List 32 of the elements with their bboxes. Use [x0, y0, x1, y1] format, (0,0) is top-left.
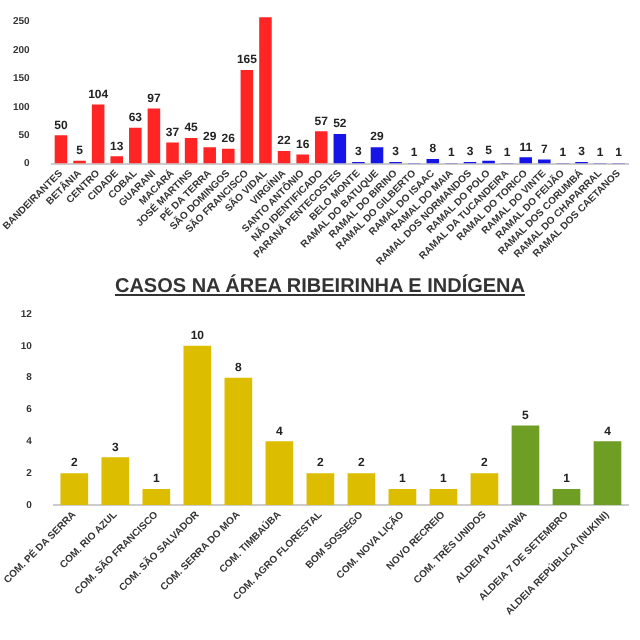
- bar: [183, 345, 212, 505]
- bar: [110, 156, 124, 164]
- bar: [347, 473, 376, 505]
- bar: [224, 377, 253, 505]
- bar: [314, 131, 328, 164]
- bar: [519, 157, 533, 164]
- bar: [429, 489, 458, 505]
- chart-title: CASOS NA ÁREA RIBEIRINHA E INDÍGENA: [112, 276, 527, 298]
- bar: [147, 108, 161, 164]
- bar: [54, 135, 68, 164]
- bar: [333, 134, 347, 164]
- bar: [265, 441, 294, 505]
- bar: [240, 69, 254, 164]
- bar: [370, 147, 384, 164]
- bar: [184, 138, 198, 164]
- bar: [101, 457, 130, 505]
- bar: [511, 425, 540, 505]
- bar: [552, 489, 581, 505]
- bar: [593, 441, 622, 505]
- bar: [470, 473, 499, 505]
- bar: [91, 104, 105, 164]
- bar: [277, 151, 291, 164]
- bar: [306, 473, 335, 505]
- bar: [222, 148, 235, 164]
- bar: [60, 473, 89, 505]
- bar: [203, 147, 216, 164]
- bar: [142, 489, 171, 505]
- bar: [166, 142, 179, 164]
- bar: [296, 154, 309, 164]
- bar: [259, 17, 272, 164]
- bar: [388, 489, 417, 505]
- bar: [129, 127, 142, 164]
